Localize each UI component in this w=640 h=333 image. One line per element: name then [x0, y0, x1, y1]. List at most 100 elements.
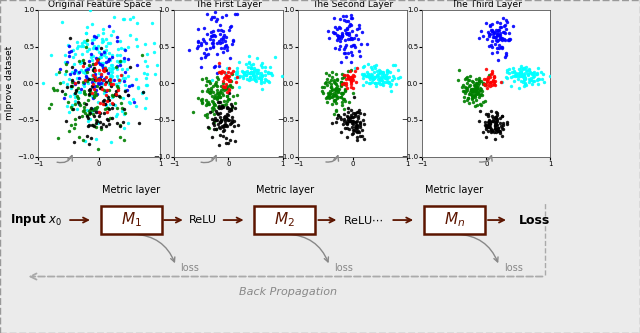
Point — [349, 35, 360, 40]
Point — [51, 71, 61, 77]
Point — [471, 80, 481, 85]
Point — [365, 71, 376, 76]
Point — [469, 88, 479, 93]
Point — [464, 78, 474, 83]
Point — [472, 85, 483, 90]
Point — [359, 112, 369, 117]
Point — [89, 43, 99, 48]
Point — [490, 126, 500, 131]
Point — [337, 32, 347, 38]
Point — [224, 78, 234, 83]
Point — [339, 50, 349, 55]
Point — [218, 133, 228, 138]
Point — [102, 98, 113, 103]
Point — [342, 118, 352, 123]
Point — [511, 70, 522, 75]
Title: The Third Layer: The Third Layer — [451, 0, 522, 9]
Point — [476, 28, 486, 34]
Point — [462, 80, 472, 86]
Point — [343, 51, 353, 56]
Point — [65, 93, 76, 99]
Point — [78, 69, 88, 75]
Point — [347, 28, 357, 33]
Point — [212, 118, 222, 123]
Point — [55, 80, 65, 86]
Point — [255, 71, 266, 76]
Point — [97, 86, 108, 92]
Point — [232, 70, 242, 76]
Point — [211, 118, 221, 123]
Point — [67, 103, 77, 108]
Point — [101, 36, 111, 42]
Point — [215, 31, 225, 36]
Point — [329, 93, 339, 98]
Point — [215, 41, 225, 46]
Point — [484, 31, 495, 37]
Point — [468, 82, 479, 88]
Point — [233, 73, 243, 79]
Point — [346, 12, 356, 17]
Point — [372, 73, 383, 78]
Point — [346, 118, 356, 123]
Point — [88, 61, 98, 66]
Point — [202, 88, 212, 94]
Point — [486, 28, 497, 33]
Point — [208, 28, 218, 33]
Point — [193, 43, 203, 49]
Point — [378, 71, 388, 76]
Point — [111, 114, 121, 119]
Point — [124, 83, 134, 88]
Point — [333, 35, 343, 40]
Point — [255, 73, 266, 78]
Point — [371, 83, 381, 89]
Point — [96, 60, 106, 65]
Point — [346, 81, 356, 87]
Point — [518, 79, 529, 85]
Point — [82, 69, 92, 75]
Point — [221, 104, 232, 110]
Point — [385, 70, 395, 75]
Point — [328, 120, 338, 126]
Point — [106, 81, 116, 87]
Point — [230, 138, 240, 143]
Point — [465, 92, 475, 97]
Point — [206, 85, 216, 91]
Point — [504, 37, 515, 43]
Point — [217, 69, 227, 74]
Point — [347, 132, 357, 137]
Point — [468, 86, 478, 92]
Point — [217, 104, 227, 109]
Point — [226, 78, 236, 83]
Point — [243, 71, 253, 76]
Point — [114, 78, 124, 83]
Point — [389, 75, 399, 80]
Point — [353, 110, 363, 115]
Point — [484, 22, 495, 28]
Point — [115, 52, 125, 57]
Point — [112, 106, 122, 111]
Point — [358, 64, 368, 70]
Point — [104, 56, 115, 61]
Point — [343, 69, 353, 74]
Point — [102, 117, 112, 122]
Point — [108, 66, 118, 71]
Point — [209, 107, 219, 112]
Point — [79, 84, 90, 89]
Point — [68, 92, 79, 97]
Point — [526, 77, 536, 82]
Point — [329, 80, 339, 85]
Point — [330, 107, 340, 113]
Point — [349, 68, 360, 74]
Point — [519, 77, 529, 82]
Point — [528, 71, 538, 76]
Point — [348, 43, 358, 48]
Point — [352, 138, 362, 143]
Point — [379, 73, 389, 78]
Point — [86, 51, 97, 57]
Point — [99, 101, 109, 106]
Point — [91, 93, 101, 98]
Point — [209, 102, 220, 107]
Point — [95, 76, 105, 82]
Point — [341, 81, 351, 86]
Point — [333, 89, 343, 95]
